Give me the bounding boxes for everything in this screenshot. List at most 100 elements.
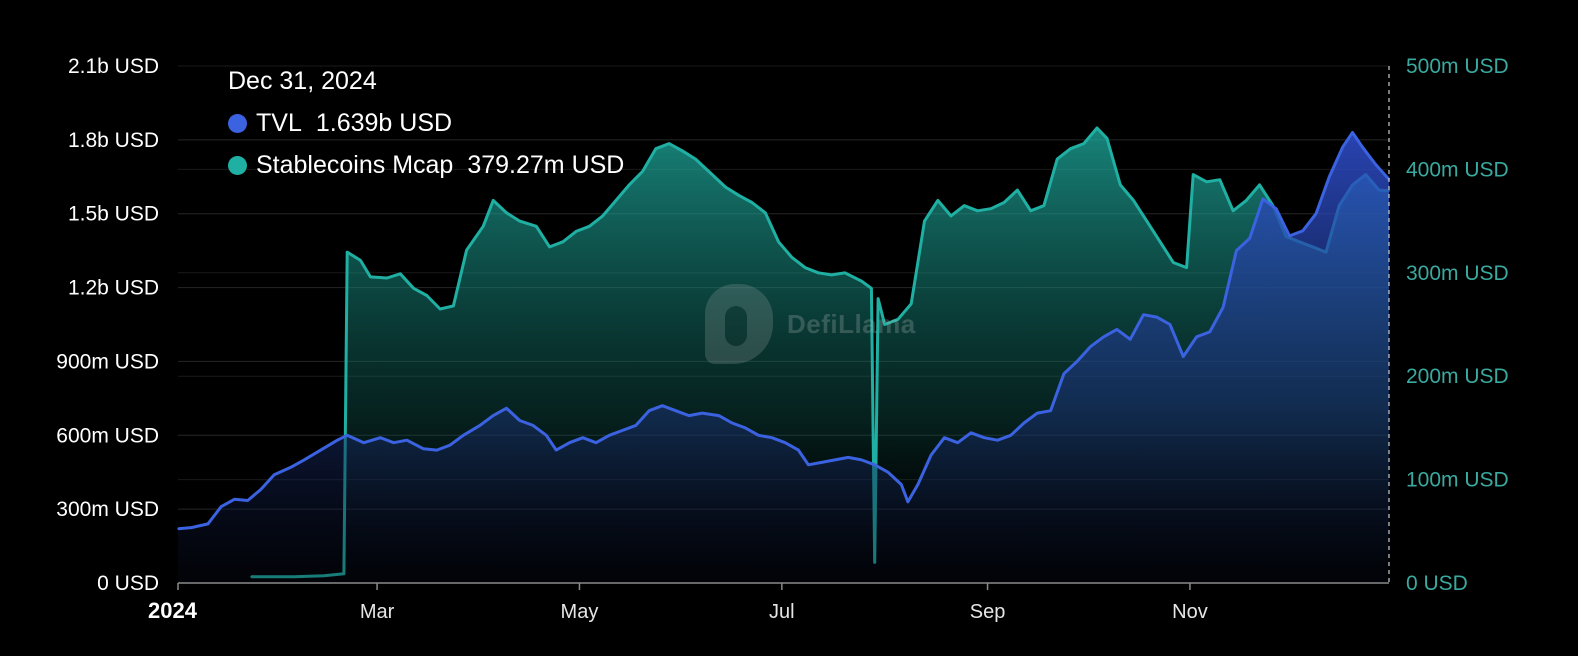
tvl-data-point xyxy=(621,429,624,432)
tvl-data-point xyxy=(701,412,703,414)
tvl-data-point xyxy=(406,439,408,442)
tvl-data-point xyxy=(1063,372,1065,375)
tvl-data-point xyxy=(983,436,985,439)
stablecoins-data-point xyxy=(628,184,630,186)
stablecoins-data-point xyxy=(1016,189,1019,191)
y-left-tick-label: 2.1b USD xyxy=(68,55,159,78)
tvl-data-point xyxy=(392,441,395,444)
tvl-data-point xyxy=(1341,146,1344,148)
stablecoins-data-point xyxy=(1043,204,1045,207)
tvl-data-point xyxy=(555,449,557,451)
tvl-data-point xyxy=(273,473,276,476)
tvl-data-point xyxy=(797,449,800,451)
tvl-data-point xyxy=(207,523,209,525)
y-left-tick-label: 900m USD xyxy=(56,350,159,373)
tvl-data-point xyxy=(1351,131,1354,134)
tvl-data-point xyxy=(943,436,946,439)
tvl-data-point xyxy=(887,471,889,474)
stablecoins-data-point xyxy=(883,323,886,326)
stablecoins-data-point xyxy=(737,194,740,197)
stablecoins-data-point xyxy=(877,297,879,300)
tvl-data-point xyxy=(363,441,365,444)
tvl-data-point xyxy=(661,404,664,407)
stablecoins-data-point xyxy=(804,266,806,269)
stablecoins-data-point xyxy=(694,158,697,160)
stablecoins-data-point xyxy=(990,207,992,210)
stablecoins-data-point xyxy=(830,274,833,276)
y-left-tick-label: 1.5b USD xyxy=(68,203,159,226)
tvl-data-point xyxy=(1049,409,1052,412)
y-right-tick-label: 400m USD xyxy=(1406,158,1509,181)
stablecoins-data-point xyxy=(937,199,939,202)
tvl-series xyxy=(177,131,1391,583)
stablecoins-data-point xyxy=(1258,184,1261,186)
stablecoins-data-point xyxy=(1069,147,1072,150)
tvl-data-point xyxy=(757,434,760,437)
stablecoins-data-point xyxy=(655,147,657,150)
stablecoins-data-point xyxy=(548,246,551,248)
tvl-data-point xyxy=(1102,336,1105,338)
tvl-data-point xyxy=(1275,208,1277,210)
tvl-data-point xyxy=(635,424,637,427)
stablecoins-data-point xyxy=(950,215,952,217)
stablecoins-data-point xyxy=(1056,158,1058,160)
y-right-tick-label: 300m USD xyxy=(1406,262,1509,285)
stablecoins-data-point xyxy=(1192,173,1194,176)
tvl-data-point xyxy=(1248,237,1251,240)
stablecoins-data-point xyxy=(860,280,863,282)
tvl-data-point xyxy=(807,464,810,466)
stablecoins-data-point xyxy=(492,199,495,202)
tvl-data-point xyxy=(595,441,597,444)
tooltip-item-tvl: TVL 1.639b USD xyxy=(228,102,624,144)
stablecoins-line xyxy=(251,126,1390,579)
tvl-data-point xyxy=(290,466,292,469)
stablecoins-data-point xyxy=(1245,199,1248,202)
tvl-data-point xyxy=(518,419,521,422)
stablecoins-data-point xyxy=(412,287,415,290)
tvl-data-point xyxy=(319,449,322,451)
stablecoins-data-point xyxy=(1003,201,1005,204)
stablecoins-data-point xyxy=(751,201,753,204)
stablecoins-data-point xyxy=(724,186,727,188)
y-left-tick-label: 1.2b USD xyxy=(68,277,159,300)
tvl-data-point xyxy=(568,441,571,444)
stablecoins-data-point xyxy=(386,277,388,279)
tvl-data-point xyxy=(917,483,919,486)
tvl-data-point xyxy=(1182,355,1185,358)
tvl-data-point xyxy=(1142,313,1145,316)
tvl-data-point xyxy=(744,427,747,429)
stablecoins-data-point xyxy=(426,294,428,297)
tvl-data-point xyxy=(1328,176,1331,178)
y-left-tick-label: 1.8b USD xyxy=(68,129,159,152)
stablecoins-data-point xyxy=(505,212,508,214)
stablecoins-data-point xyxy=(1205,181,1208,183)
tvl-data-point xyxy=(422,448,425,450)
tvl-data-point xyxy=(303,459,305,461)
tooltip-label: TVL xyxy=(256,109,302,137)
tvl-data-point xyxy=(956,441,959,444)
y-right-tick-label: 500m USD xyxy=(1406,55,1509,78)
tvl-data-point xyxy=(688,414,690,417)
stablecoins-data-point xyxy=(1232,210,1234,212)
tvl-data-point xyxy=(1288,235,1291,237)
stablecoins-data-point xyxy=(1172,261,1175,264)
x-tick-label: Sep xyxy=(970,601,1006,623)
tvl-data-point xyxy=(220,505,222,508)
tick-labels: 0 USD 300m USD 600m USD 900m USD 1.2b USD 1.5… xyxy=(56,55,1508,623)
y-left-tick-label: 0 USD xyxy=(97,572,159,595)
stablecoins-data-point xyxy=(976,210,979,212)
tvl-data-point xyxy=(1169,323,1171,326)
tvl-data-point xyxy=(1374,163,1377,166)
stablecoins-data-point xyxy=(399,273,402,275)
tvl-data-point xyxy=(970,432,972,434)
stablecoins-data-point xyxy=(482,225,485,228)
tvl-data-point xyxy=(532,424,534,427)
chart-tooltip: Dec 31, 2024 TVL 1.639b USD Stablecoins … xyxy=(228,60,624,186)
stablecoins-data-point xyxy=(1132,199,1135,202)
tvl-data-point xyxy=(1209,331,1211,333)
tvl-data-point xyxy=(996,439,999,442)
y-right-tick-label: 100m USD xyxy=(1406,469,1509,492)
stablecoins-data-point xyxy=(1119,184,1122,186)
tvl-data-point xyxy=(190,526,193,529)
